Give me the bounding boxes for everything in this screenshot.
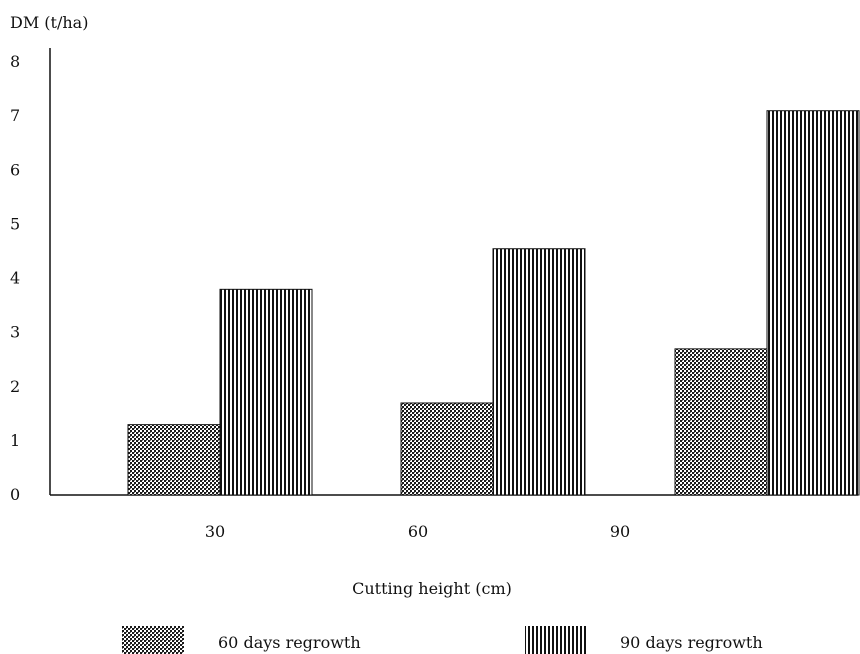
legend-label-series-2: 90 days regrowth — [620, 633, 763, 652]
x-axis-label: Cutting height (cm) — [352, 579, 512, 598]
legend-swatch-series-1 — [122, 626, 184, 654]
y-tick-label: 6 — [10, 160, 20, 179]
y-tick-label: 3 — [10, 323, 20, 342]
y-axis-label: DM (t/ha) — [10, 13, 88, 32]
legend-swatch-series-2 — [525, 626, 587, 654]
legend: 60 days regrowth 90 days regrowth — [122, 626, 763, 654]
y-tick-label: 4 — [10, 269, 20, 288]
bar-series-1-90 — [674, 348, 768, 496]
x-tick-label: 90 — [610, 522, 630, 541]
y-tick-labels: 0 1 2 3 4 5 6 7 8 — [10, 52, 20, 504]
y-tick-label: 0 — [10, 485, 20, 504]
legend-label-series-1: 60 days regrowth — [218, 633, 361, 652]
bar-series-2-60 — [492, 248, 586, 496]
x-tick-label: 60 — [408, 522, 428, 541]
bars-group — [127, 110, 860, 496]
bar-series-2-90 — [766, 110, 860, 496]
bar-series-2-30 — [219, 288, 313, 496]
y-tick-label: 7 — [10, 106, 20, 125]
bar-series-1-60 — [400, 402, 494, 496]
y-tick-label: 2 — [10, 377, 20, 396]
x-tick-label: 30 — [205, 522, 225, 541]
y-tick-label: 8 — [10, 52, 20, 71]
y-tick-label: 5 — [10, 214, 20, 233]
x-tick-labels: 30 60 90 — [205, 522, 630, 541]
bar-series-1-30 — [127, 424, 221, 496]
y-tick-label: 1 — [10, 431, 20, 450]
